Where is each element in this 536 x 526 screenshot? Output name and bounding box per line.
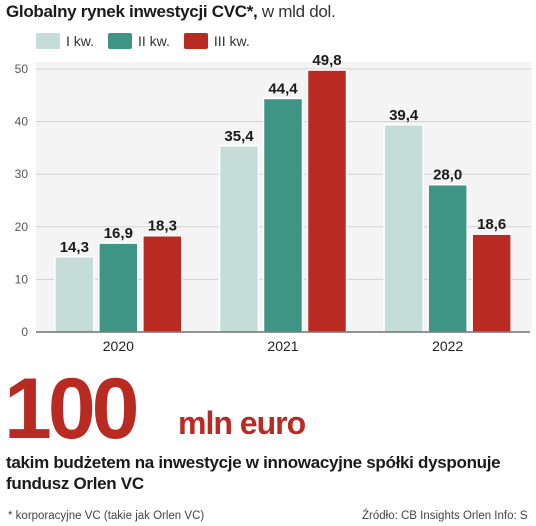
- highlight-unit: mln euro: [178, 405, 306, 441]
- data-label: 39,4: [389, 107, 419, 124]
- highlight-number: 100: [4, 361, 139, 457]
- x-tick-label: 2021: [267, 338, 298, 354]
- legend-label-q1: I kw.: [66, 33, 95, 49]
- x-tick-label: 2022: [432, 338, 463, 354]
- bar: [54, 256, 95, 333]
- legend-swatch-q3: [183, 33, 208, 49]
- legend-label-q2: II kw.: [138, 33, 170, 49]
- y-tick-label: 30: [15, 167, 29, 181]
- y-tick-label: 40: [15, 115, 29, 129]
- data-label: 16,9: [104, 225, 133, 242]
- legend-swatch-q2: [108, 33, 133, 49]
- bar: [142, 234, 183, 333]
- bar: [427, 183, 468, 333]
- footnote: * korporacyjne VC (takie jak Orlen VC): [8, 510, 205, 522]
- bar: [262, 97, 304, 333]
- data-label: 18,3: [148, 218, 177, 235]
- data-label: 35,4: [224, 128, 254, 145]
- legend-swatch-q1: [36, 33, 60, 49]
- y-tick-label: 50: [15, 62, 29, 76]
- data-label: 44,4: [268, 80, 298, 97]
- legend-item-q1: I kw.: [36, 33, 94, 49]
- legend-item-q2: II kw.: [108, 33, 170, 49]
- chart-legend: I kw. II kw. III kw.: [36, 33, 250, 49]
- data-label: 14,3: [60, 239, 89, 256]
- bar: [383, 124, 424, 333]
- bar-chart: 0 10 20 30 40 50 14,3 16,9 18,3 2020 35,4 44,4 49,8 2…: [15, 52, 530, 354]
- chart-title-unit: w mld dol.: [257, 2, 336, 21]
- x-tick-label: 2020: [103, 338, 134, 354]
- y-tick-label: 10: [15, 272, 29, 286]
- chart-title: Globalny rynek inwestycji CVC*, w mld do…: [6, 2, 336, 22]
- bar: [218, 145, 260, 333]
- highlight-description: takim budżetem na inwestycje w innowacyj…: [6, 453, 501, 493]
- y-tick-label: 0: [21, 325, 28, 339]
- data-label: 28,0: [433, 167, 462, 184]
- legend-item-q3: III kw.: [183, 33, 250, 49]
- source-credit: Źródło: CB Insights Orlen Info: S: [362, 510, 528, 522]
- y-tick-label: 20: [15, 220, 29, 234]
- bar: [306, 69, 348, 333]
- chart-title-main: Globalny rynek inwestycji CVC*,: [6, 2, 258, 21]
- legend-label-q3: III kw.: [213, 33, 250, 49]
- data-label: 18,6: [477, 216, 506, 233]
- bar: [471, 233, 512, 333]
- bar: [98, 242, 139, 333]
- data-label: 49,8: [312, 52, 341, 69]
